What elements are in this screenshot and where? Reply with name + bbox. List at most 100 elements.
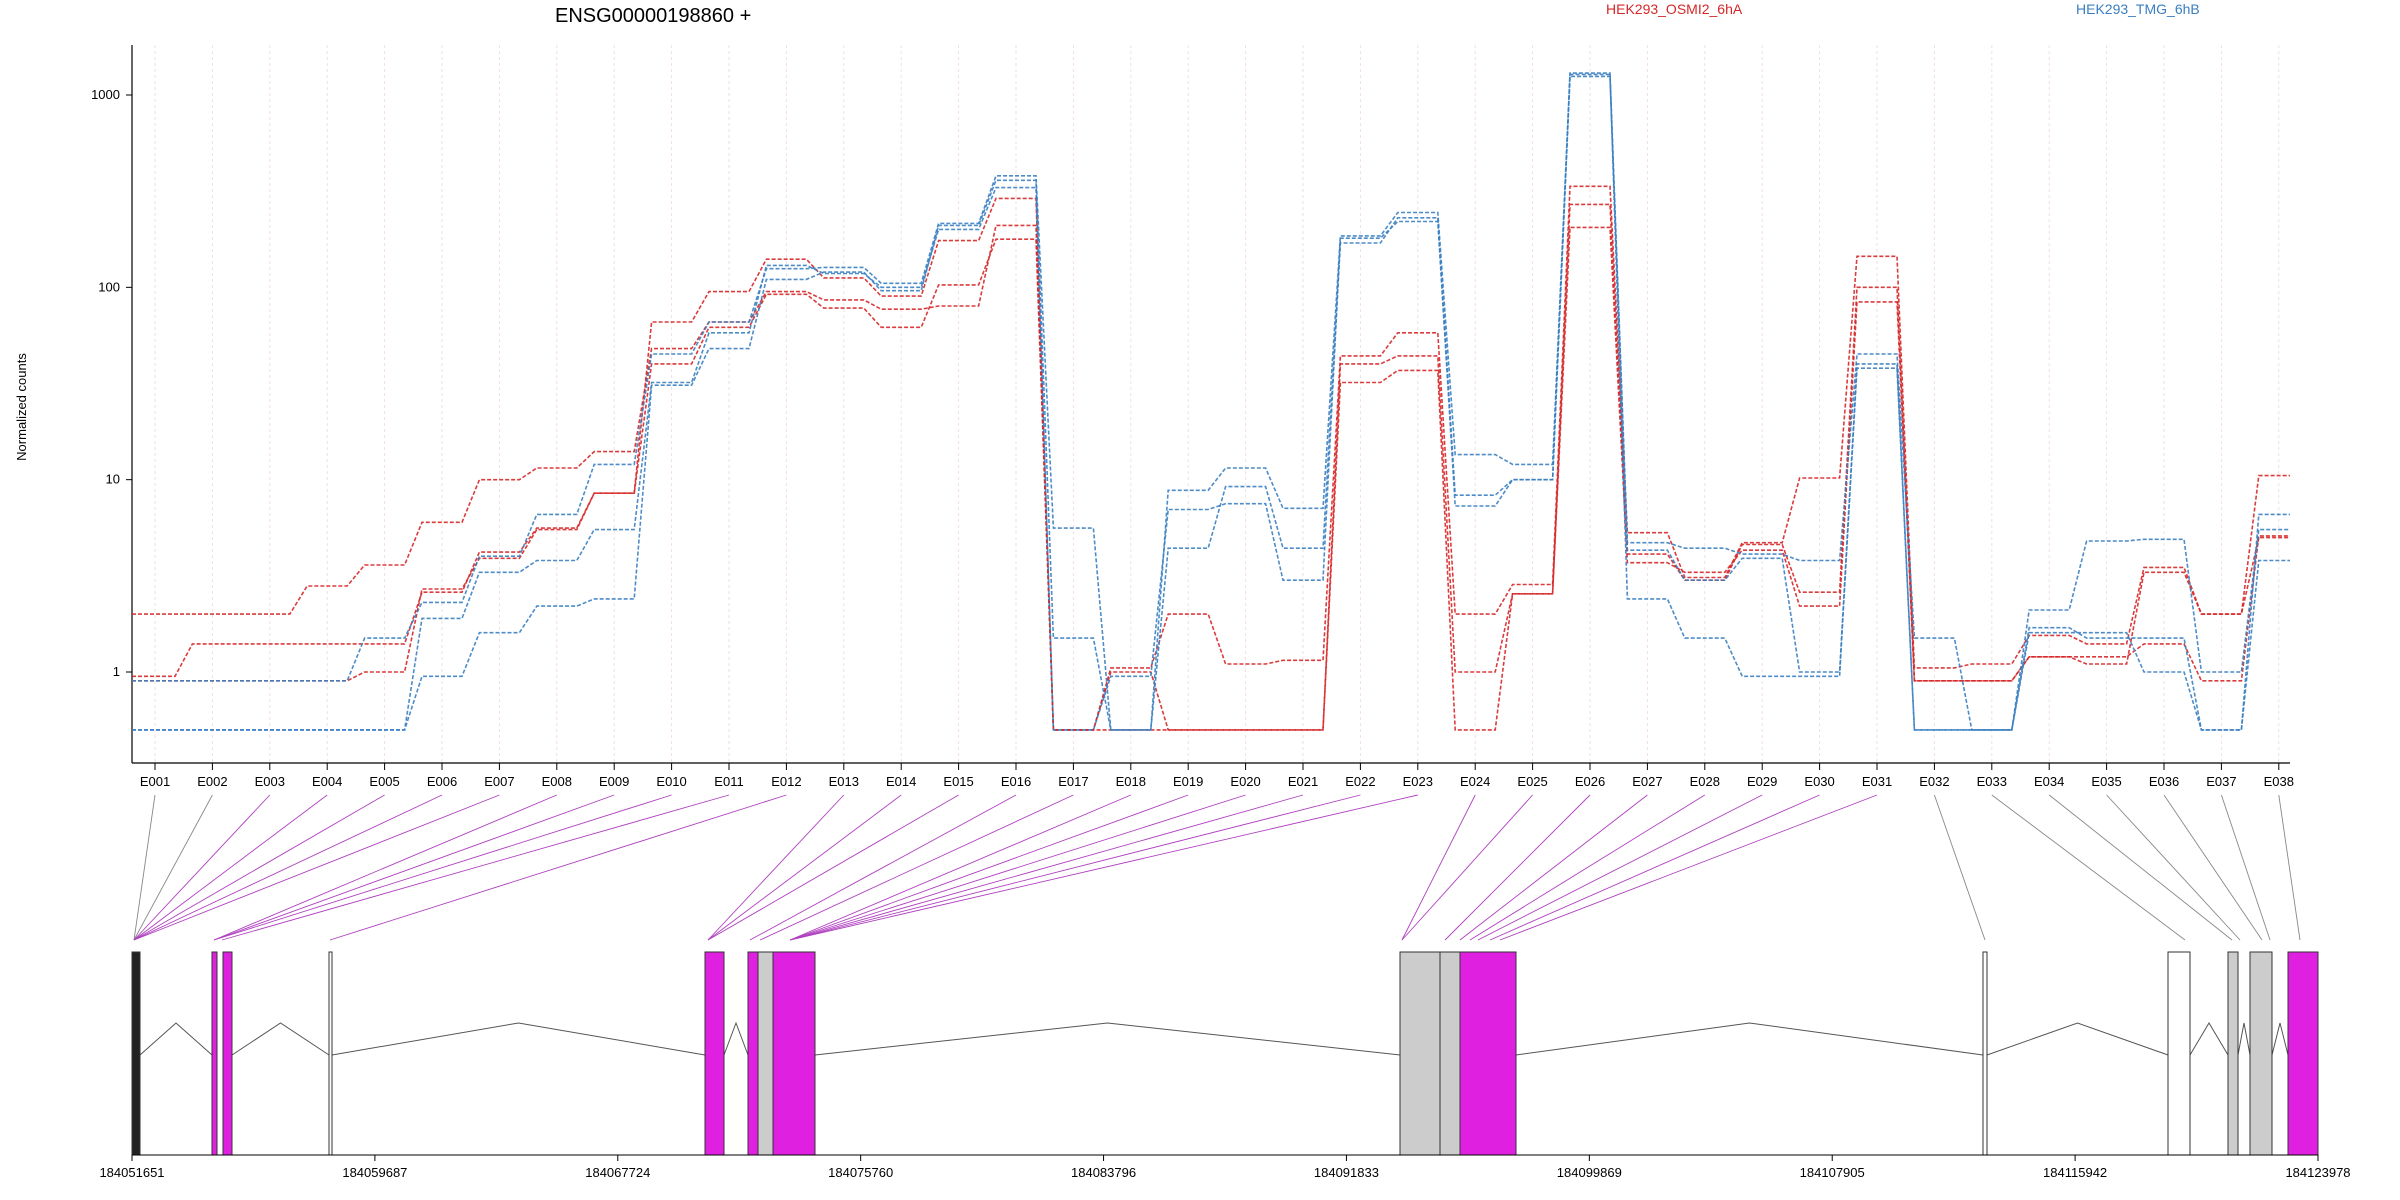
series-line [132,197,2290,731]
x-tick-label: E021 [1288,774,1318,789]
x-tick-label: E023 [1403,774,1433,789]
intron [2237,1022,2251,1056]
connector [1489,794,1820,941]
connector [1444,794,1591,941]
connector [789,794,1304,941]
x-tick-label: E035 [2091,774,2121,789]
x-tick-label: E019 [1173,774,1203,789]
intron [1515,1022,1984,1056]
coord-tick-label: 184099869 [1557,1165,1622,1180]
intron [2189,1022,2229,1056]
connector [707,794,902,941]
y-tick-label: 1 [113,664,120,679]
connector [133,794,213,941]
x-tick-label: E028 [1690,774,1720,789]
coord-tick-label: 184059687 [342,1165,407,1180]
exon-block [1459,951,1517,1156]
exon-block [704,951,725,1156]
x-tick-label: E011 [714,774,743,789]
x-tick-label: E038 [2264,774,2294,789]
exon-block [2287,951,2319,1156]
x-tick-label: E016 [1001,774,1031,789]
coord-tick-label: 184075760 [828,1165,893,1180]
x-tick-label: E014 [886,774,916,789]
exon-block [1399,951,1441,1156]
connector [133,794,500,941]
connector [1469,794,1706,941]
connector [1401,794,1533,941]
x-tick-label: E015 [943,774,973,789]
exon-block [211,951,218,1156]
series-line [132,75,2290,731]
connector [1991,794,2186,941]
connector [1459,794,1648,941]
intron [139,1022,213,1056]
series-line [132,72,2290,731]
connector [213,794,557,941]
y-ticks: 1 10 100 1000 [91,87,132,679]
coord-tick-label: 184123978 [2285,1165,2350,1180]
connector [789,794,1189,941]
x-tick-label: E008 [542,774,572,789]
x-tick-label: E030 [1804,774,1834,789]
exon-block [757,951,774,1156]
connector [1401,794,1476,941]
x-tick-label: E020 [1230,774,1260,789]
connector [2220,794,2271,941]
series-line [132,226,2290,731]
x-tick-label: E001 [140,774,170,789]
y-tick-label: 10 [106,472,120,487]
exon-block [1439,951,1461,1156]
connector [1933,794,1986,941]
x-tick-label: E036 [2149,774,2179,789]
connector [789,794,1361,941]
coord-tick-label: 184083796 [1071,1165,1136,1180]
coord-tick-label: 184115942 [2043,1165,2107,1180]
series-lines [132,72,2290,731]
exon-block [2227,951,2239,1156]
x-ticks: E001 E002 E003 E004 E005 E006 E007 E008 E009 E010… [140,763,2294,789]
x-tick-label: E004 [312,774,342,789]
intron [2271,1022,2289,1056]
exon-block [222,951,233,1156]
intron [231,1022,330,1056]
exon-block [131,951,141,1156]
connector [707,794,959,941]
y-tick-label: 1000 [91,87,120,102]
y-tick-label: 100 [98,279,120,294]
connector [213,794,615,941]
coord-tick-label: 184051651 [99,1165,164,1180]
chart-title: ENSG00000198860 + [555,5,751,27]
connector [133,794,328,941]
connector [749,794,1017,941]
x-tick-label: E006 [427,774,457,789]
connector [789,794,1246,941]
legend-item-osmi2: HEK293_OSMI2_6hA [1606,1,1743,17]
x-tick-label: E007 [484,774,514,789]
x-tick-label: E024 [1460,774,1490,789]
x-tick-label: E005 [369,774,399,789]
legend-item-tmg: HEK293_TMG_6hB [2076,1,2200,17]
x-tick-label: E029 [1747,774,1777,789]
intron [814,1022,1401,1056]
connector [789,794,1131,941]
connector [789,794,1418,941]
x-tick-label: E002 [197,774,227,789]
exon-block [2249,951,2273,1156]
connector [2048,794,2233,941]
x-tick-label: E031 [1862,774,1892,789]
genomic-coordinate-axis: 184051651 184059687 184067724 184075760 1840… [99,1154,2351,1180]
gene-model [131,951,2319,1156]
x-tick-label: E010 [656,774,686,789]
x-tick-label: E022 [1345,774,1375,789]
coord-tick-label: 184107905 [1800,1165,1865,1180]
intron [723,1021,749,1056]
connector [133,794,385,941]
connector [1499,794,1878,941]
x-tick-label: E003 [255,774,285,789]
connector [221,794,730,941]
x-tick-label: E018 [1116,774,1146,789]
connector [1477,794,1763,941]
connector [2163,794,2263,941]
